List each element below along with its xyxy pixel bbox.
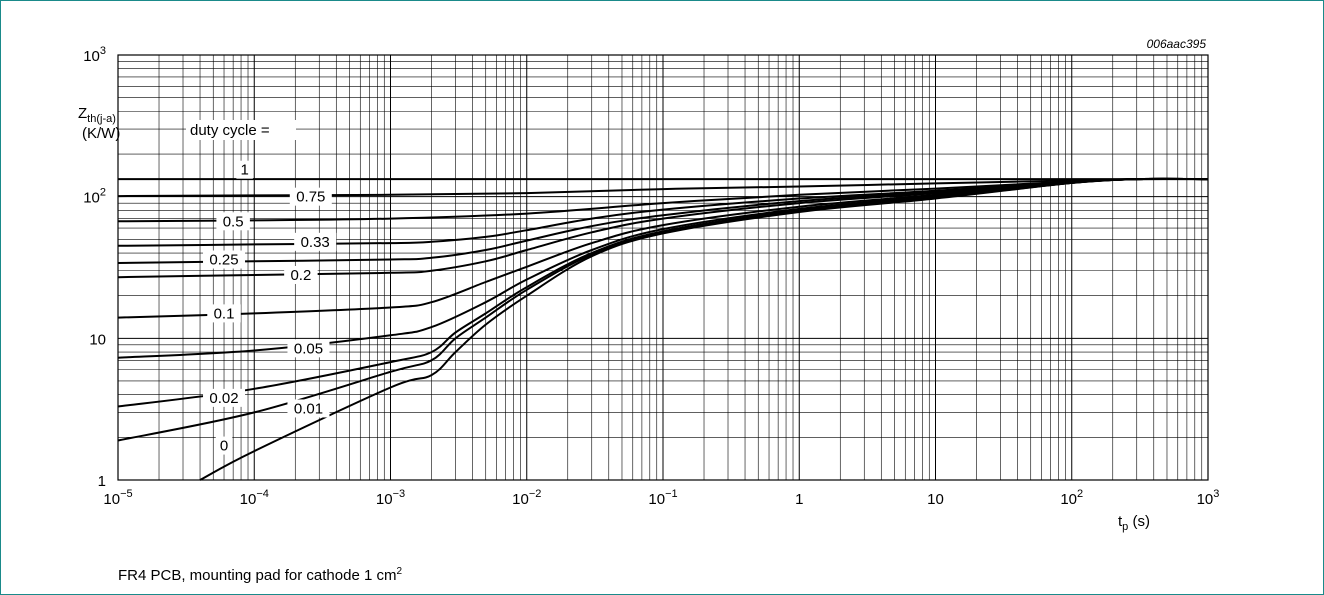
x-tick-label: 10 (927, 491, 944, 508)
x-tick-label: 103 (1197, 488, 1220, 508)
curve-label-bg (216, 212, 250, 231)
plot-border (117, 54, 1209, 481)
legend-title-bg (186, 120, 296, 140)
y-tick-labels: 1 10 102 103 (83, 45, 106, 490)
x-tick-label: 10−2 (512, 488, 541, 508)
curve-label-0_1: 0.1 (214, 305, 235, 322)
y-tick-label: 1 (98, 473, 106, 490)
y-axis-unit: (K/W) (82, 125, 120, 142)
curve-label-bg (284, 265, 318, 284)
curve-label-0_33: 0.33 (301, 234, 330, 251)
x-tick-label: 10−4 (240, 488, 269, 508)
curve-label-bg (289, 187, 332, 206)
curve-label-0_05: 0.05 (294, 340, 323, 357)
thermal-impedance-chart: 1 0.75 0.5 0.33 0.25 0.2 0.1 0.05 0.02 0.01 0 10−5… (78, 37, 1219, 533)
curve-label-bg (287, 339, 330, 358)
curve-label-bg (236, 160, 253, 179)
x-tick-labels: 10−5 10−4 10−3 10−2 10−1 1 10 102 103 (103, 488, 1219, 508)
curve-label-bg (203, 250, 246, 269)
curve-label-0_75: 0.75 (296, 189, 325, 206)
figure-caption: FR4 PCB, mounting pad for cathode 1 cm2 (118, 566, 403, 584)
curve-label-bg (203, 388, 246, 407)
x-tick-label: 102 (1060, 488, 1083, 508)
curve-labels: 1 0.75 0.5 0.33 0.25 0.2 0.1 0.05 0.02 0.01 0 (203, 160, 337, 455)
y-tick-label: 102 (83, 187, 106, 207)
curve-label-1: 1 (240, 162, 248, 179)
curve-label-0_25: 0.25 (209, 252, 238, 269)
x-axis-title: tp (s) (1118, 513, 1150, 533)
curve-label-0_02: 0.02 (209, 390, 238, 407)
legend-title: duty cycle = (190, 122, 270, 139)
curve-label-bg (294, 232, 337, 251)
reference-code: 006aac395 (1147, 37, 1207, 51)
x-tick-label: 10−1 (648, 488, 677, 508)
curve-label-bg (207, 304, 241, 323)
x-tick-label: 1 (795, 491, 803, 508)
curve-label-bg (287, 399, 330, 418)
curve-label-0: 0 (220, 438, 228, 455)
curve-label-0_5: 0.5 (223, 213, 244, 230)
y-axis-title: Zth(j-a) (78, 105, 116, 125)
series-line-0 (199, 177, 1209, 481)
y-tick-label: 10 (89, 331, 106, 348)
curve-label-0_01: 0.01 (294, 400, 323, 417)
x-tick-label: 10−3 (376, 488, 405, 508)
curve-label-0_2: 0.2 (290, 267, 311, 284)
y-tick-label: 103 (83, 45, 106, 65)
x-tick-label: 10−5 (103, 488, 132, 508)
curve-label-bg (215, 436, 233, 455)
